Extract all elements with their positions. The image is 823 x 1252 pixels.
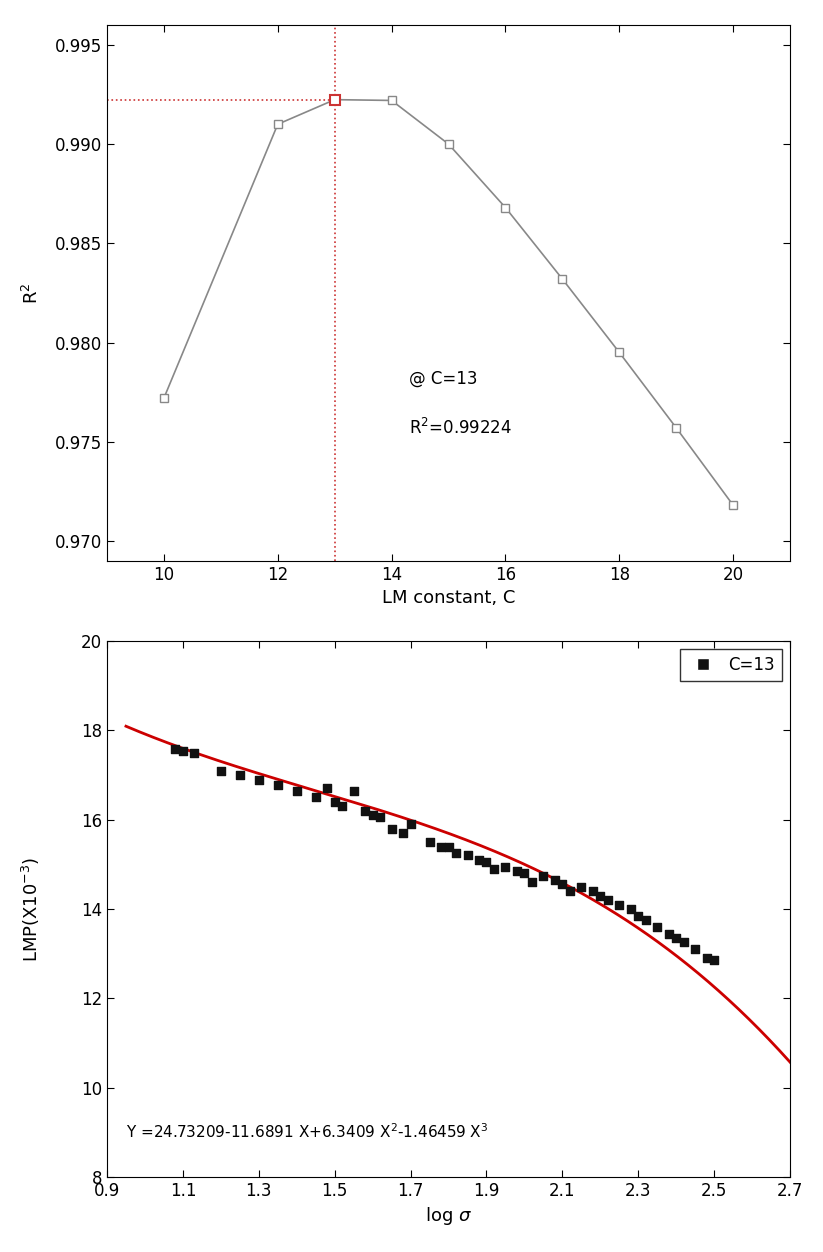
- Point: [214, 761, 227, 781]
- Point: [548, 870, 561, 890]
- Point: [442, 836, 455, 856]
- Point: [435, 836, 448, 856]
- Point: [624, 899, 637, 919]
- Point: [472, 850, 486, 870]
- Point: [586, 881, 599, 901]
- Point: [708, 950, 721, 970]
- Point: [404, 814, 417, 834]
- Point: [639, 910, 653, 930]
- Point: [480, 853, 493, 873]
- Y-axis label: R$^2$: R$^2$: [22, 282, 42, 304]
- Point: [252, 770, 265, 790]
- Point: [689, 939, 702, 959]
- Point: [169, 739, 182, 759]
- Y-axis label: LMP(X10$^{-3}$): LMP(X10$^{-3}$): [20, 856, 42, 962]
- Point: [423, 833, 436, 853]
- Point: [328, 791, 342, 811]
- Point: [309, 788, 323, 808]
- Point: [525, 873, 538, 893]
- Point: [662, 924, 675, 944]
- Text: Y =24.73209-11.6891 X+6.3409 X$^2$-1.46459 X$^3$: Y =24.73209-11.6891 X+6.3409 X$^2$-1.464…: [126, 1123, 488, 1141]
- Point: [385, 819, 398, 839]
- Point: [593, 885, 607, 905]
- Point: [347, 781, 360, 801]
- Point: [188, 742, 201, 762]
- Point: [374, 808, 387, 828]
- Point: [651, 916, 664, 936]
- Point: [556, 874, 569, 894]
- Point: [574, 876, 588, 896]
- Point: [518, 864, 531, 884]
- Point: [176, 740, 189, 760]
- Point: [632, 905, 645, 925]
- Point: [602, 890, 615, 910]
- Text: @ C=13: @ C=13: [409, 371, 477, 388]
- Text: R$^2$=0.99224: R$^2$=0.99224: [409, 418, 512, 438]
- Point: [336, 796, 349, 816]
- Point: [499, 856, 512, 876]
- X-axis label: log $\sigma$: log $\sigma$: [425, 1206, 472, 1227]
- Point: [612, 894, 625, 914]
- Point: [233, 765, 246, 785]
- Point: [700, 948, 714, 968]
- Point: [564, 881, 577, 901]
- Legend: C=13: C=13: [680, 650, 782, 681]
- Point: [677, 933, 690, 953]
- Point: [461, 845, 474, 865]
- Point: [670, 928, 683, 948]
- Point: [320, 779, 333, 799]
- Point: [291, 781, 304, 801]
- Point: [271, 775, 285, 795]
- Point: [537, 865, 550, 885]
- X-axis label: LM constant, C: LM constant, C: [382, 590, 515, 607]
- Point: [487, 859, 500, 879]
- Point: [359, 801, 372, 821]
- Point: [510, 861, 523, 881]
- Point: [397, 823, 410, 843]
- Text: (a): (a): [436, 667, 461, 686]
- Point: [366, 805, 379, 825]
- Point: [449, 843, 463, 863]
